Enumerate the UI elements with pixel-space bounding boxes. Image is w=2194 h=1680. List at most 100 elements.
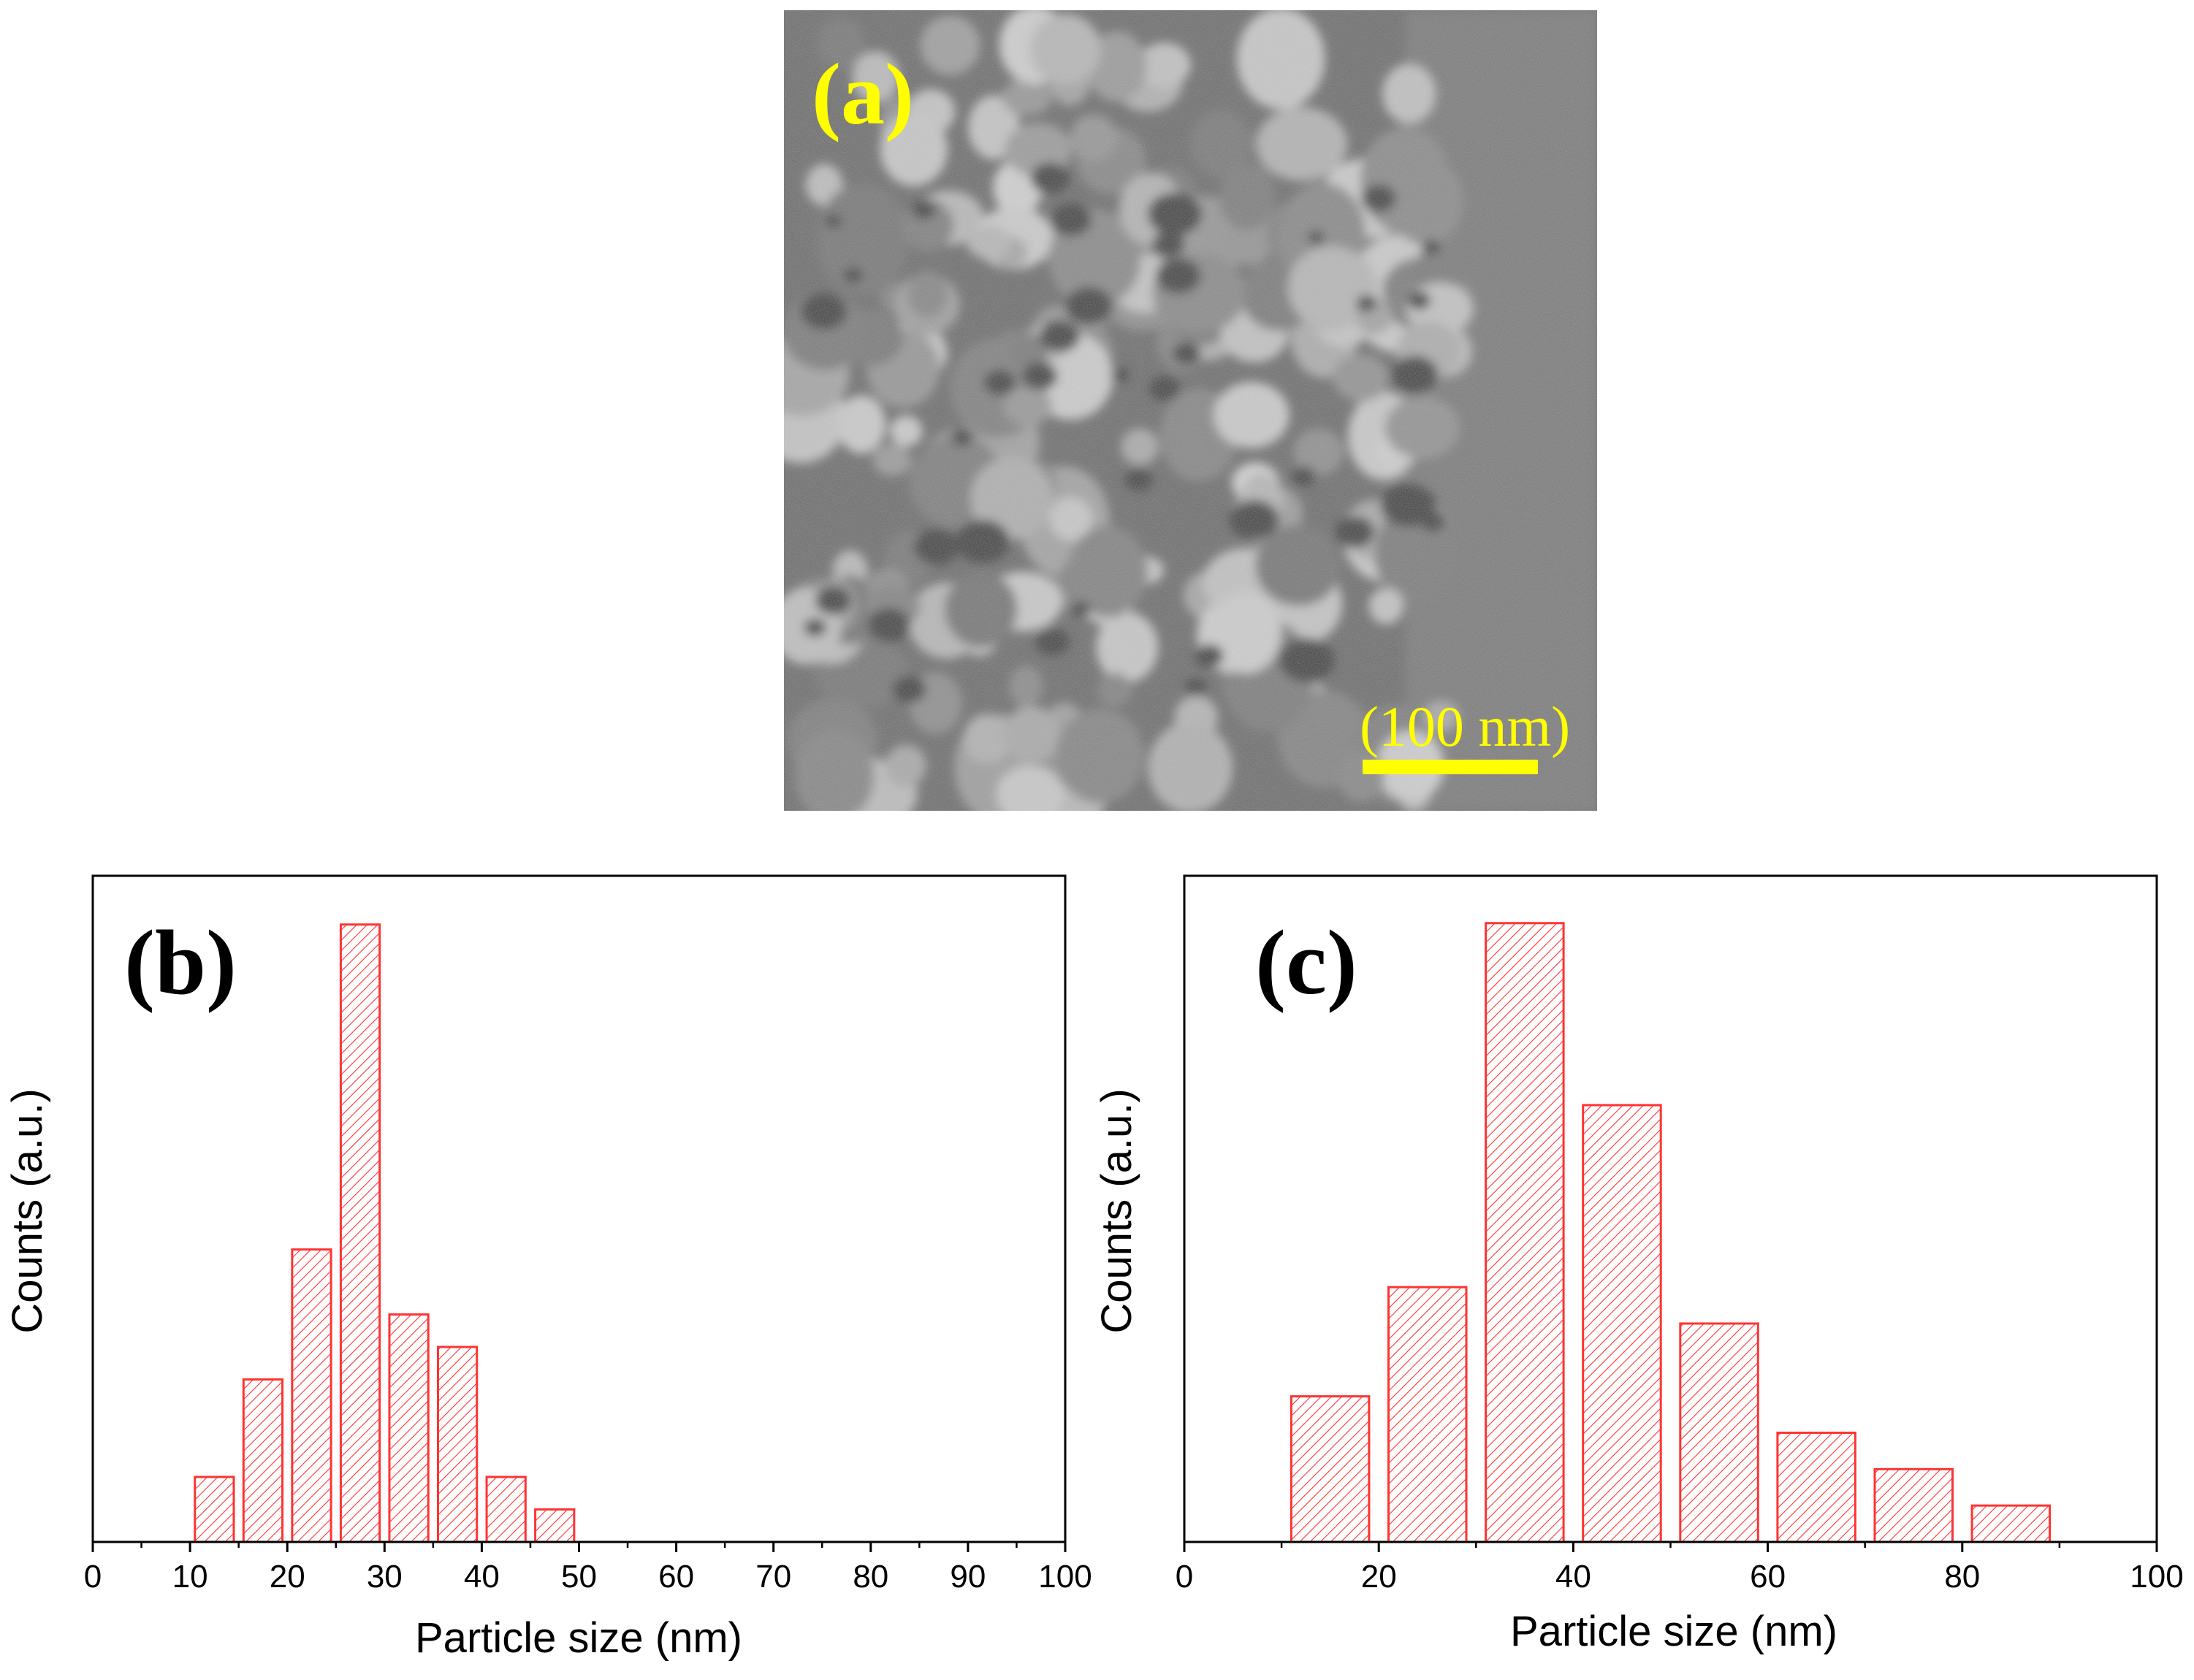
sem-particle	[1002, 706, 1061, 763]
sem-particle	[794, 730, 875, 811]
histogram-b-bar-2	[291, 1248, 332, 1543]
sem-gap	[801, 293, 847, 330]
panel-c-label: (c)	[1255, 912, 1357, 1014]
sem-particle	[1189, 109, 1252, 178]
sem-gap	[1148, 192, 1202, 236]
sem-particle	[970, 457, 1054, 540]
histogram-b-bar-4	[388, 1313, 430, 1543]
sem-particle	[1384, 397, 1460, 459]
sem-particle	[1422, 700, 1460, 732]
sem-gap	[914, 529, 959, 565]
sem-gap	[1031, 163, 1070, 194]
histogram-b-bars	[194, 923, 576, 1543]
sem-gap	[867, 608, 910, 642]
histogram-c-bar-0	[1290, 1395, 1371, 1543]
sem-particle	[1002, 77, 1052, 116]
histogram-b-xtick-label-30: 30	[367, 1559, 403, 1595]
sem-particle	[1056, 709, 1144, 803]
histogram-b-bar-6	[485, 1475, 527, 1543]
sem-particle	[1010, 332, 1048, 370]
histogram-c-bar-4	[1679, 1322, 1759, 1543]
sem-gap	[1195, 644, 1224, 668]
sem-particle	[1219, 163, 1276, 230]
histogram-c-bar-5	[1776, 1431, 1856, 1543]
histogram-b-xtick-label-60: 60	[658, 1559, 694, 1595]
histogram-c-xlabel: Particle size (nm)	[1510, 1608, 1837, 1655]
histogram-b-xtick-label-70: 70	[755, 1559, 791, 1595]
histogram-b-xtick-label-100: 100	[1038, 1559, 1092, 1595]
sem-particle	[1003, 386, 1052, 427]
sem-particle	[945, 571, 1018, 648]
sem-particle	[1086, 31, 1147, 102]
sem-gap	[1308, 231, 1325, 244]
sem-particle	[1067, 525, 1148, 618]
sem-gap	[1408, 291, 1431, 310]
histogram-b-xtick-label-50: 50	[561, 1559, 597, 1595]
sem-gap	[1185, 679, 1207, 696]
histogram-b-bar-1	[242, 1378, 284, 1543]
sem-particle	[872, 444, 912, 476]
sem-gap	[892, 676, 926, 703]
sem-gap	[951, 429, 973, 446]
sem-particle	[1333, 354, 1389, 402]
sem-gap	[825, 214, 842, 228]
sem-particle	[1097, 673, 1132, 708]
sem-particle	[880, 112, 948, 187]
sem-particle	[837, 394, 886, 454]
sem-gap	[1149, 376, 1180, 401]
histogram-c-xtick-label-100: 100	[2130, 1559, 2183, 1595]
sem-particle	[817, 17, 865, 70]
panel-b-label: (b)	[124, 912, 237, 1014]
histogram-c-ylabel: Counts (a.u.)	[1093, 1088, 1140, 1333]
histogram-c-bars	[1290, 922, 2052, 1543]
histogram-b-bar-7	[534, 1508, 576, 1543]
histogram-b-xlabel: Particle size (nm)	[415, 1614, 742, 1662]
sem-particle	[816, 183, 910, 296]
sem-gap	[843, 267, 863, 283]
sem-particle	[966, 225, 1012, 259]
sem-particle	[1255, 524, 1341, 606]
sem-gap	[1071, 601, 1091, 617]
histogram-b-ylabel: Counts (a.u.)	[4, 1088, 51, 1333]
sem-gap	[804, 619, 826, 637]
sem-gap	[1335, 516, 1374, 548]
sem-gap	[1040, 320, 1080, 352]
histogram-c-xtick-label-40: 40	[1555, 1559, 1591, 1595]
sem-particle	[1159, 724, 1202, 768]
histogram-c-xtick-label-80: 80	[1944, 1559, 1980, 1595]
histogram-b-xtick-label-0: 0	[84, 1559, 102, 1595]
histogram-c-xtick-label-20: 20	[1361, 1559, 1397, 1595]
histogram-c-bar-6	[1873, 1467, 1954, 1543]
sem-particle	[1030, 13, 1101, 85]
sem-micrograph: (a) (100 nm)	[784, 10, 1597, 811]
histogram-b-ticks: 0 10 20 30 40 50 60 70 80 90 100	[84, 1542, 1092, 1595]
histogram-c-bar-7	[1970, 1504, 2052, 1543]
histogram-c-bar-3	[1582, 1104, 1662, 1543]
sem-particle	[852, 50, 900, 103]
sem-particle	[1121, 428, 1159, 466]
sem-gap	[1292, 467, 1316, 486]
sem-gap	[1022, 362, 1058, 390]
sem-particle	[805, 164, 843, 206]
sem-gap	[1361, 184, 1396, 213]
sem-gap	[1065, 287, 1113, 326]
sem-particle	[1214, 381, 1290, 448]
sem-particle	[1008, 665, 1043, 707]
histogram-c-bar-2	[1485, 922, 1565, 1543]
sem-gap	[1381, 483, 1436, 527]
histogram-b-xtick-label-10: 10	[172, 1559, 208, 1595]
sem-particle	[1070, 114, 1118, 161]
sem-gap	[1051, 204, 1092, 237]
histogram-b-xtick-label-80: 80	[853, 1559, 888, 1595]
sem-gap	[1156, 258, 1201, 294]
sem-particle	[1049, 497, 1092, 541]
sem-particle	[1368, 587, 1404, 625]
sem-gap	[1111, 367, 1130, 383]
panel-a-label: (a)	[812, 45, 914, 142]
sem-gap	[911, 199, 936, 220]
sem-particle	[1138, 42, 1192, 88]
sem-particle	[996, 765, 1064, 811]
sem-particle	[1236, 10, 1325, 110]
sem-particle	[963, 714, 1011, 763]
